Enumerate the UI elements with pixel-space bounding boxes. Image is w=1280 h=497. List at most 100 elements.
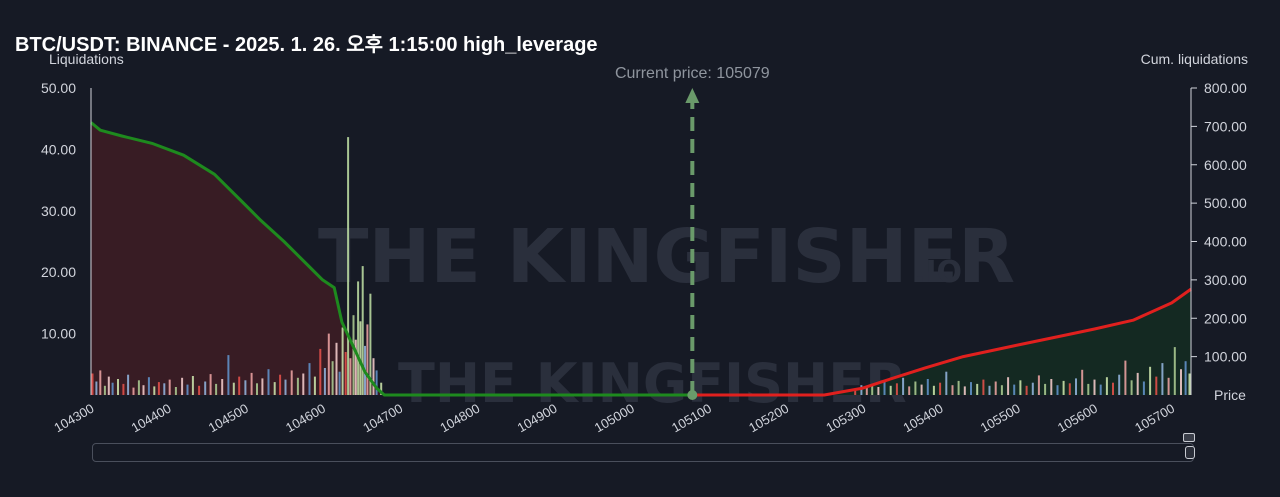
- liquidation-bar: [261, 378, 264, 395]
- liquidation-bar: [988, 385, 991, 395]
- y-left-tick-label: 50.00: [41, 80, 76, 96]
- scrollbar-grip-icon[interactable]: [1183, 433, 1195, 442]
- liquidation-bar: [883, 380, 886, 395]
- liquidation-bar: [215, 383, 218, 395]
- liquidation-bar: [338, 371, 341, 395]
- liquidation-bar: [920, 384, 923, 395]
- liquidation-bar: [354, 339, 357, 395]
- liquidation-bar: [372, 358, 375, 395]
- liquidation-bar: [273, 382, 276, 395]
- y-left-tick-label: 40.00: [41, 141, 76, 157]
- y-right-tick-label: 200.00: [1204, 310, 1247, 326]
- x-tick-label: 104300: [51, 401, 96, 436]
- liquidation-bar: [994, 381, 997, 395]
- watermark-text-lower: THE KINGFISHER: [398, 352, 907, 415]
- liquidation-bar: [1062, 380, 1065, 395]
- range-scrollbar[interactable]: [92, 443, 1195, 462]
- liquidation-bar: [91, 373, 94, 395]
- liquidation-bar: [313, 376, 316, 395]
- liquidation-bar: [908, 386, 911, 395]
- liquidation-bar: [244, 380, 247, 395]
- watermark-suffix-upper: .IO: [914, 255, 962, 290]
- liquidation-bar: [347, 137, 350, 395]
- liquidation-bar: [308, 363, 311, 395]
- liquidation-bar: [111, 382, 114, 395]
- liquidation-bar: [137, 380, 140, 395]
- liquidation-bar: [982, 379, 985, 395]
- y-right-tick-label: 700.00: [1204, 118, 1247, 134]
- liquidation-bar: [122, 383, 125, 395]
- liquidation-bar: [932, 385, 935, 395]
- liquidation-bar: [147, 377, 150, 395]
- liquidation-bar: [142, 385, 145, 395]
- liquidation-bar: [1081, 369, 1084, 395]
- liquidation-bar: [352, 315, 355, 395]
- liquidation-bar: [127, 374, 130, 395]
- liquidation-bar: [1050, 379, 1053, 395]
- liquidation-bar: [854, 388, 857, 395]
- liquidation-bar: [349, 358, 352, 395]
- y-right-tick-label: 400.00: [1204, 234, 1247, 250]
- liquidation-bar: [1118, 374, 1121, 395]
- x-tick-label: 105700: [1132, 401, 1177, 436]
- liquidation-bar: [1013, 384, 1016, 395]
- liquidation-bar: [1149, 366, 1152, 395]
- liquidation-bar: [331, 361, 334, 395]
- liquidation-bar: [238, 376, 241, 395]
- liquidation-bar: [1075, 378, 1077, 395]
- liquidation-bar: [860, 385, 863, 395]
- liquidation-bar: [1037, 375, 1040, 395]
- liquidation-bar: [1099, 384, 1102, 395]
- liquidation-bar: [963, 386, 966, 395]
- liquidation-bar: [1184, 361, 1187, 395]
- liquidation-bar: [103, 385, 106, 395]
- liquidation-bar: [865, 387, 868, 395]
- liquidation-bar: [1087, 383, 1090, 395]
- liquidation-bar: [871, 383, 874, 395]
- current-price-arrow-icon: [685, 88, 700, 103]
- y-right-tick-label: 300.00: [1204, 272, 1247, 288]
- liquidation-bar: [1173, 347, 1176, 395]
- liquidation-bar: [107, 376, 110, 395]
- liquidation-bar: [1000, 385, 1003, 395]
- liquidation-bar: [95, 381, 98, 395]
- x-tick-label: 104400: [129, 401, 174, 436]
- liquidation-bar: [380, 382, 383, 395]
- liquidation-bar: [366, 324, 369, 395]
- liquidation-bar: [895, 383, 898, 395]
- liquidation-bar: [157, 382, 160, 395]
- liquidation-bar: [1142, 381, 1145, 395]
- liquidation-bar: [361, 266, 364, 395]
- liquidation-bar: [290, 370, 293, 395]
- y-left-tick-label: 10.00: [41, 326, 76, 342]
- liquidation-bar: [1112, 382, 1114, 395]
- long-cum-line: [90, 121, 693, 397]
- x-tick-label: 104700: [360, 401, 405, 436]
- x-tick-label: 105600: [1055, 401, 1100, 436]
- liquidation-bar: [889, 385, 892, 395]
- liquidation-bar: [1093, 379, 1096, 395]
- liquidation-bar: [1188, 373, 1191, 395]
- liquidation-bar: [1124, 360, 1127, 395]
- y-right-tick-label: 100.00: [1204, 349, 1247, 365]
- liquidation-bar: [296, 377, 299, 395]
- liquidation-bar: [957, 380, 960, 395]
- short-cum-area: [692, 289, 1191, 395]
- liquidation-bar: [951, 385, 954, 395]
- liquidation-bar: [209, 374, 212, 395]
- liquidation-bar: [945, 371, 948, 395]
- liquidation-bar: [323, 368, 326, 395]
- liquidation-bar: [1068, 383, 1071, 395]
- x-tick-label: 105400: [901, 401, 946, 436]
- liquidation-bar: [976, 383, 979, 395]
- liquidation-bar: [357, 281, 360, 395]
- liquidation-bar: [970, 382, 972, 395]
- liquidation-bar: [1105, 377, 1108, 395]
- liquidation-bar: [191, 376, 194, 395]
- scrollbar-handle[interactable]: [1185, 446, 1195, 459]
- watermark-text-upper: THE KINGFISHER: [318, 214, 1015, 300]
- liquidation-bar: [1025, 385, 1028, 395]
- liquidation-bar: [939, 382, 942, 395]
- liquidation-bar: [232, 382, 235, 395]
